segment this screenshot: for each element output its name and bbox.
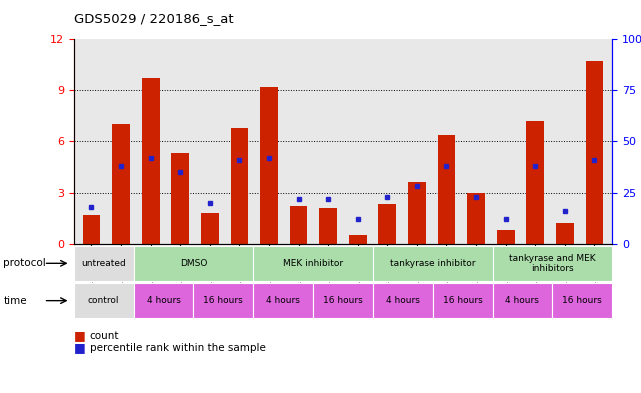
Text: DMSO: DMSO — [179, 259, 207, 268]
Bar — [492, 283, 553, 318]
Bar — [556, 223, 574, 244]
Bar — [319, 208, 337, 244]
Bar — [349, 235, 367, 244]
Bar — [497, 230, 515, 244]
Text: 4 hours: 4 hours — [386, 296, 420, 305]
Bar — [438, 135, 455, 244]
Bar — [378, 204, 396, 244]
Text: 4 hours: 4 hours — [147, 296, 180, 305]
Text: untreated: untreated — [81, 259, 126, 268]
Bar — [313, 283, 373, 318]
Bar — [253, 246, 373, 281]
Bar — [194, 283, 253, 318]
Bar — [585, 61, 603, 244]
Text: 16 hours: 16 hours — [323, 296, 363, 305]
Bar — [201, 213, 219, 244]
Bar — [526, 121, 544, 244]
Text: 4 hours: 4 hours — [266, 296, 300, 305]
Text: 16 hours: 16 hours — [203, 296, 243, 305]
Text: 16 hours: 16 hours — [562, 296, 602, 305]
Bar — [492, 246, 612, 281]
Bar — [553, 283, 612, 318]
Bar — [83, 215, 101, 244]
Text: 4 hours: 4 hours — [506, 296, 539, 305]
Bar — [171, 153, 189, 244]
Bar — [74, 283, 133, 318]
Bar — [373, 246, 492, 281]
Text: tankyrase inhibitor: tankyrase inhibitor — [390, 259, 476, 268]
Text: MEK inhibitor: MEK inhibitor — [283, 259, 343, 268]
Bar — [74, 246, 133, 281]
Text: ■: ■ — [74, 341, 85, 354]
Bar — [133, 246, 253, 281]
Bar — [373, 283, 433, 318]
Bar — [260, 87, 278, 244]
Text: percentile rank within the sample: percentile rank within the sample — [90, 343, 265, 353]
Text: count: count — [90, 331, 119, 341]
Bar — [290, 206, 308, 244]
Bar — [408, 182, 426, 244]
Bar — [467, 193, 485, 244]
Bar — [231, 128, 248, 244]
Bar — [433, 283, 492, 318]
Text: 16 hours: 16 hours — [443, 296, 483, 305]
Bar — [112, 125, 130, 244]
Text: time: time — [3, 296, 27, 306]
Text: GDS5029 / 220186_s_at: GDS5029 / 220186_s_at — [74, 12, 233, 25]
Bar — [253, 283, 313, 318]
Text: tankyrase and MEK
inhibitors: tankyrase and MEK inhibitors — [509, 253, 595, 273]
Text: protocol: protocol — [3, 258, 46, 268]
Bar — [142, 79, 160, 244]
Text: ■: ■ — [74, 329, 85, 343]
Bar — [133, 283, 194, 318]
Text: control: control — [88, 296, 119, 305]
